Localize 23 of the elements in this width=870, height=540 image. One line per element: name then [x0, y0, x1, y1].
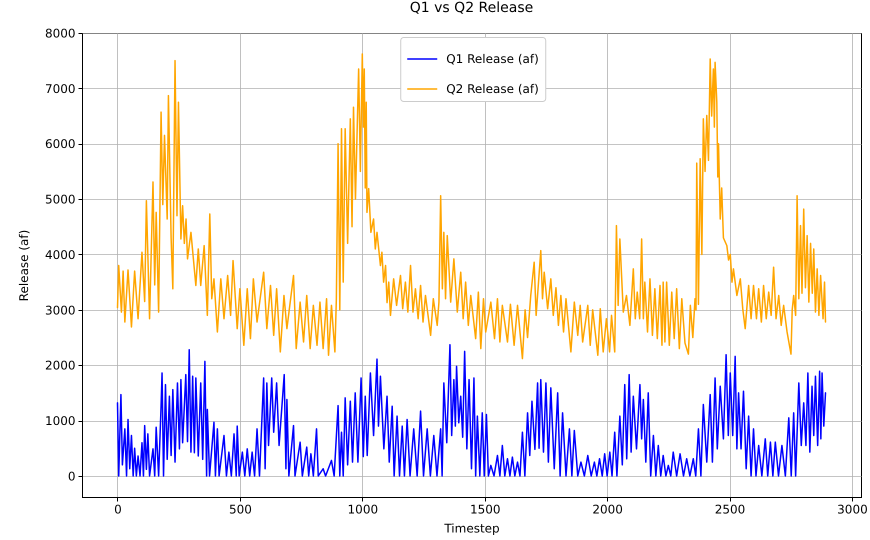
x-tick-label: 3000	[837, 502, 868, 516]
y-tick-label: 7000	[44, 82, 76, 96]
y-tick-label: 5000	[44, 192, 76, 207]
y-tick-label: 3000	[44, 303, 76, 318]
legend-label: Q1 Release (af)	[446, 52, 539, 66]
x-axis-title: Timestep	[443, 522, 500, 536]
y-tick-label: 2000	[44, 358, 76, 373]
x-tick-label: 0	[114, 502, 122, 516]
x-tick-label: 2500	[714, 502, 746, 516]
line-series	[116, 344, 826, 477]
y-axis-title: Release (af)	[16, 230, 31, 302]
x-tick-label: 1500	[470, 502, 500, 516]
y-tick-label: 6000	[44, 137, 76, 152]
chart-title: Q1 vs Q2 Release	[410, 0, 534, 16]
legend-label: Q2 Release (af)	[446, 82, 539, 96]
y-tick-label: 4000	[44, 248, 76, 262]
y-tick-label: 0	[68, 469, 76, 484]
line-series	[116, 53, 826, 360]
y-tick-label: 1000	[44, 414, 76, 428]
x-tick-label: 2000	[592, 502, 623, 516]
x-tick-label: 500	[228, 502, 252, 516]
x-tick-label: 1000	[348, 502, 378, 516]
y-tick-label: 8000	[44, 26, 76, 40]
